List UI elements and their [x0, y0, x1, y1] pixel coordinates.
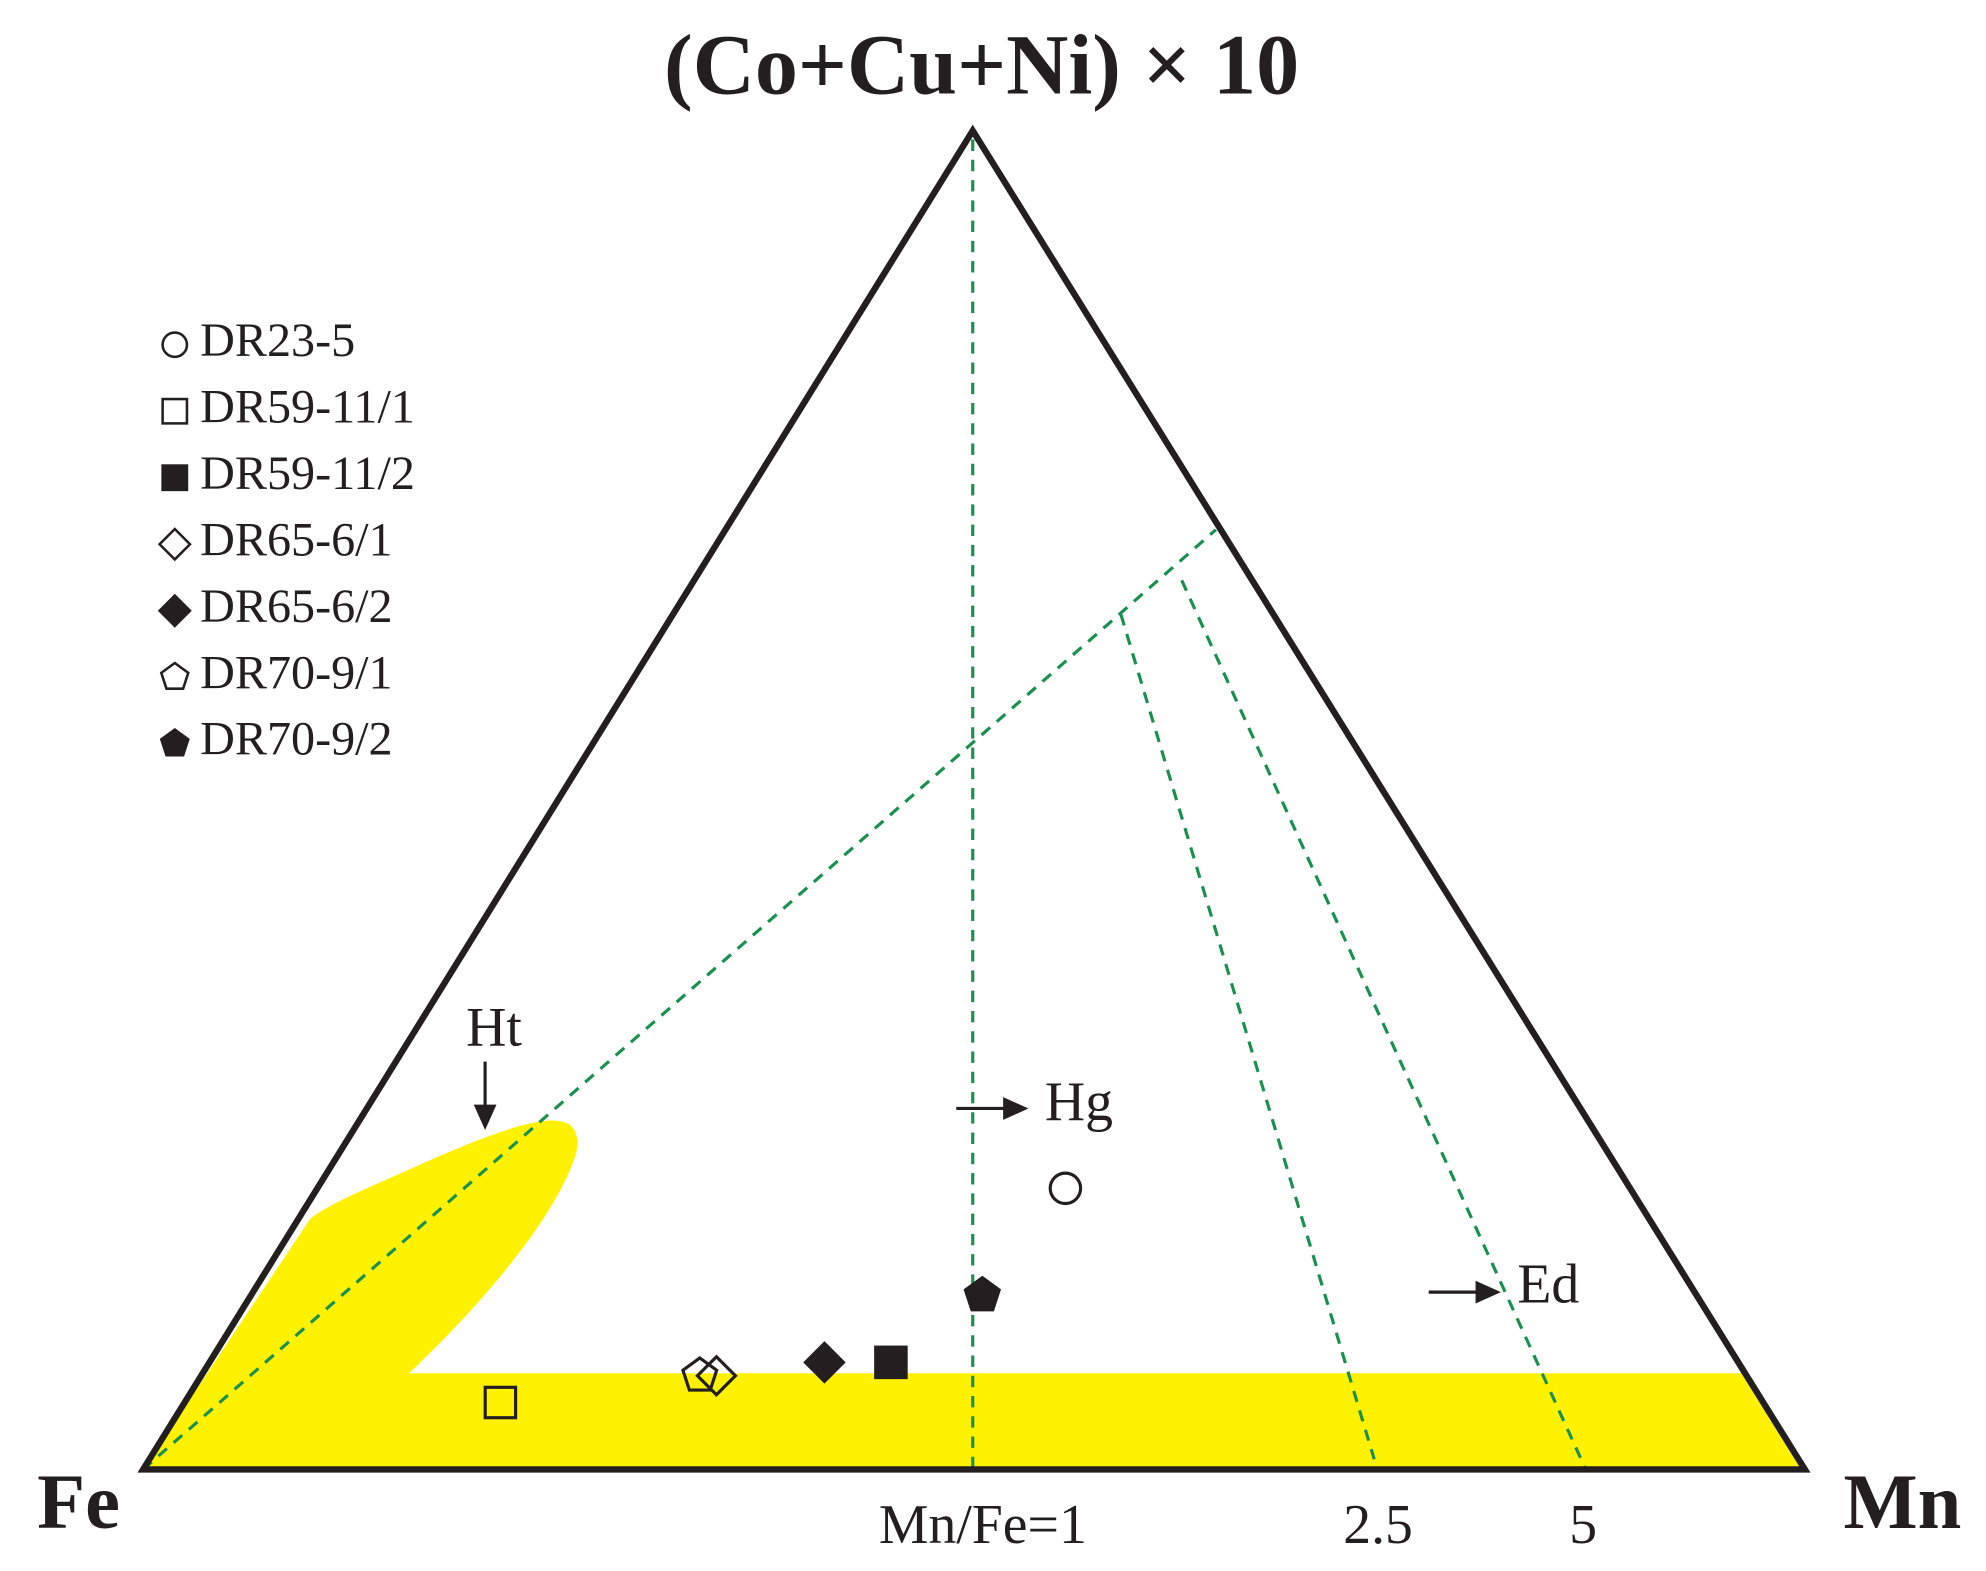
legend-label: DR23-5 [200, 314, 355, 367]
ratio-line [1180, 579, 1588, 1471]
legend-label: DR70-9/1 [200, 646, 393, 699]
data-point [803, 1341, 846, 1384]
legend-marker [157, 527, 192, 562]
arrows [473, 1061, 1501, 1304]
left-vertex-label: Fe [37, 1458, 120, 1545]
hydrothermal-field [143, 1120, 1805, 1470]
legend-marker [161, 397, 189, 425]
legend-marker [161, 464, 189, 492]
guide-line [142, 528, 1217, 1471]
data-point [483, 1385, 518, 1420]
legend-label: DR65-6/1 [200, 513, 393, 566]
data-point [681, 1356, 719, 1392]
legend-label: DR70-9/2 [200, 713, 393, 766]
legend-marker [161, 331, 189, 359]
field-label: Ed [1517, 1253, 1579, 1315]
legend-label: DR65-6/2 [200, 580, 393, 633]
field-label: Hg [1045, 1071, 1113, 1133]
data-point [963, 1275, 1002, 1312]
ratio-line [1119, 614, 1376, 1460]
legend-marker [159, 661, 190, 690]
data-point [874, 1345, 908, 1380]
ratio-label: Mn/Fe=1 [879, 1494, 1087, 1556]
data-point [695, 1354, 738, 1397]
legend-marker [159, 727, 190, 757]
right-vertex-label: Mn [1844, 1458, 1962, 1545]
field-label: Ht [466, 996, 522, 1058]
legend-label: DR59-11/2 [200, 447, 415, 500]
ratio-label: 2.5 [1343, 1494, 1413, 1556]
legend-label: DR59-11/1 [200, 380, 415, 433]
triangle-frame [137, 124, 1811, 1473]
ratio-label: 5 [1569, 1494, 1597, 1556]
top-vertex-label: (Co+Cu+Ni) × 10 [664, 16, 1299, 112]
legend-marker [157, 593, 192, 628]
data-point [1048, 1171, 1083, 1206]
